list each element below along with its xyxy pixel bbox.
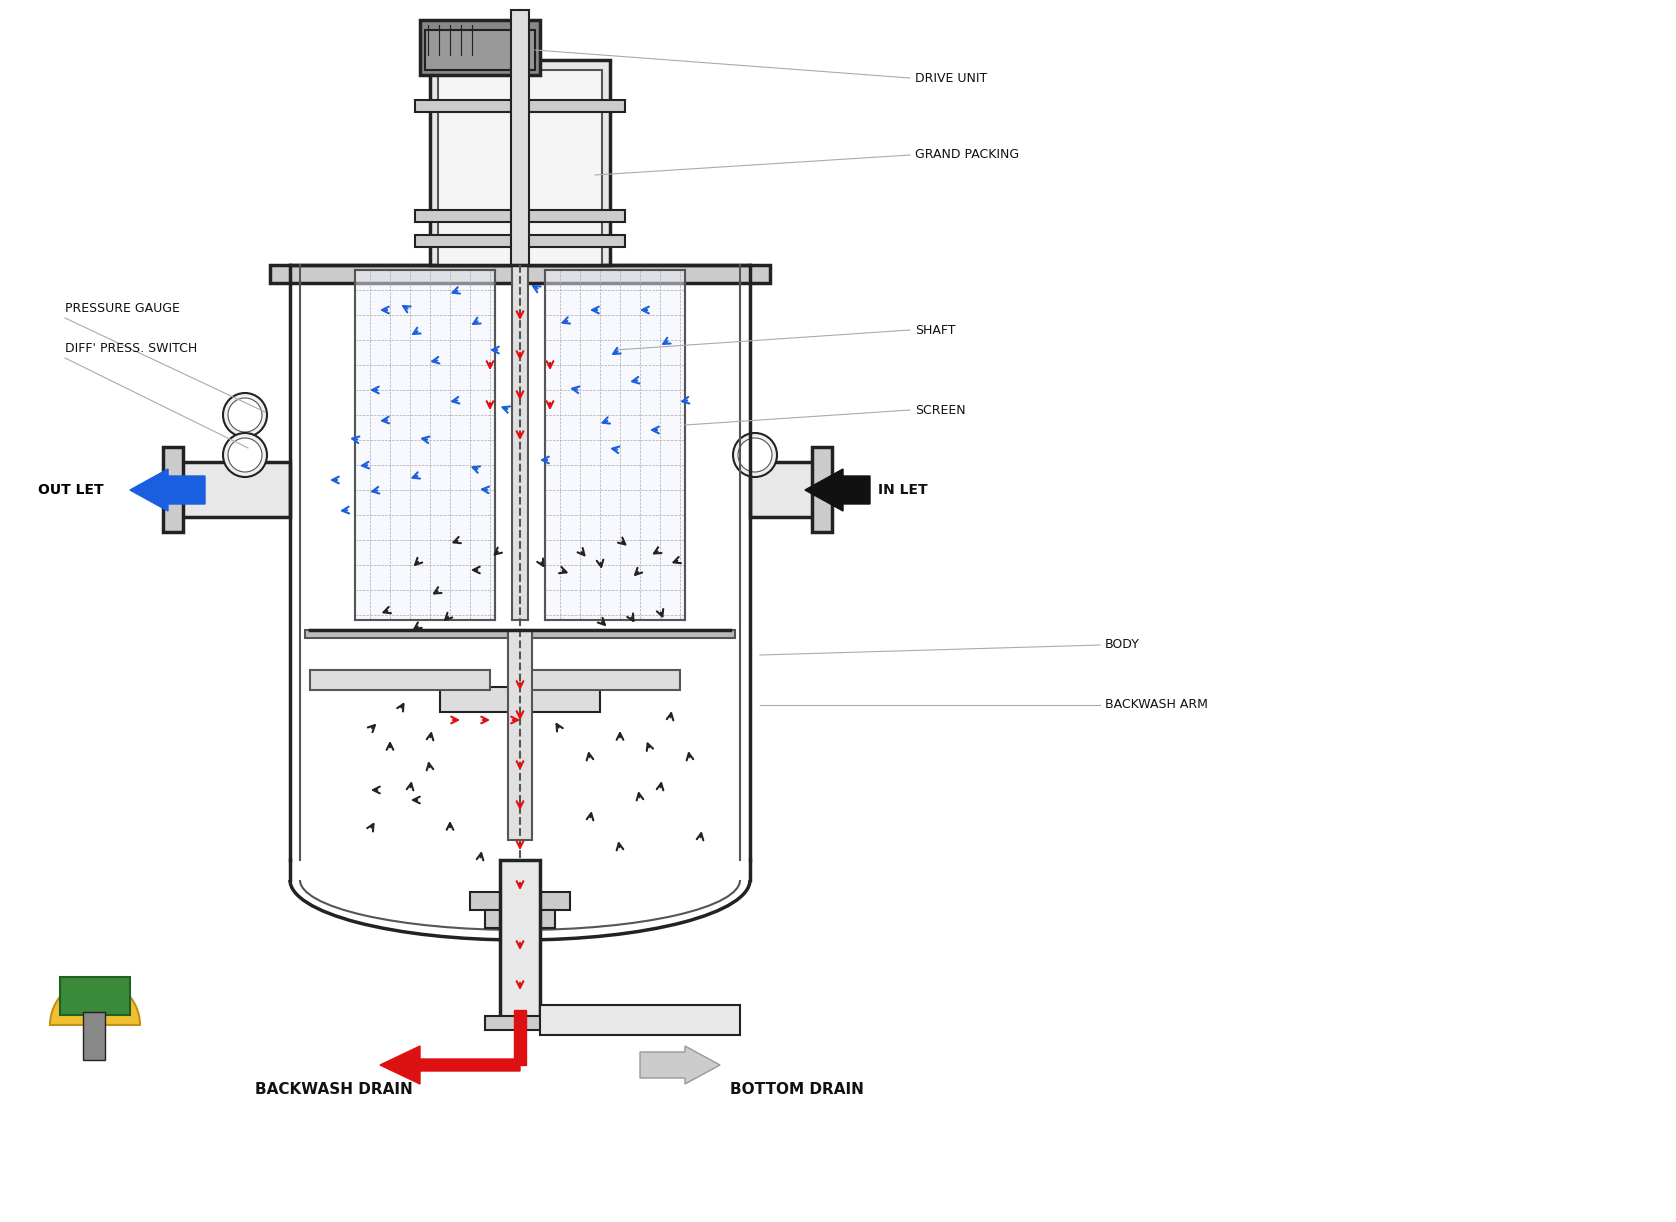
Text: BODY: BODY: [1104, 639, 1140, 651]
FancyArrow shape: [131, 469, 204, 511]
Circle shape: [223, 393, 266, 437]
Bar: [484, 1015, 555, 1030]
Bar: [530, 670, 680, 690]
FancyArrow shape: [640, 1046, 721, 1084]
Text: DIFF' PRESS. SWITCH: DIFF' PRESS. SWITCH: [65, 341, 198, 354]
Text: DRIVE UNIT: DRIVE UNIT: [915, 72, 987, 84]
Bar: [437, 70, 602, 265]
Bar: [469, 892, 570, 910]
Bar: [499, 860, 540, 1020]
Text: BACKWASH DRAIN: BACKWASH DRAIN: [255, 1083, 412, 1097]
Bar: [749, 462, 820, 517]
Bar: [511, 700, 528, 750]
Bar: [511, 265, 528, 620]
Circle shape: [732, 433, 778, 477]
Circle shape: [737, 437, 773, 472]
Bar: [540, 1004, 741, 1035]
Bar: [163, 447, 183, 532]
Bar: [811, 447, 831, 532]
Text: BACKWASH ARM: BACKWASH ARM: [1104, 699, 1208, 711]
Text: SCREEN: SCREEN: [915, 403, 965, 417]
Circle shape: [228, 437, 261, 472]
Text: SHAFT: SHAFT: [915, 324, 955, 336]
Bar: [60, 978, 131, 1015]
Circle shape: [228, 398, 261, 433]
Bar: [511, 10, 530, 265]
Bar: [355, 270, 494, 620]
Text: OUT LET: OUT LET: [39, 483, 104, 497]
Bar: [84, 1012, 106, 1059]
Bar: [310, 670, 489, 690]
Bar: [416, 100, 625, 112]
Bar: [416, 210, 625, 222]
Text: GRAND PACKING: GRAND PACKING: [915, 149, 1019, 161]
Text: IN LET: IN LET: [878, 483, 927, 497]
Bar: [270, 265, 769, 284]
FancyArrow shape: [515, 1011, 526, 1066]
Bar: [484, 910, 555, 927]
Bar: [426, 31, 535, 70]
FancyArrow shape: [804, 469, 870, 511]
Bar: [545, 270, 685, 620]
Text: BOTTOM DRAIN: BOTTOM DRAIN: [731, 1083, 863, 1097]
Bar: [305, 631, 736, 638]
Wedge shape: [50, 980, 141, 1025]
Bar: [421, 20, 540, 75]
Circle shape: [223, 433, 266, 477]
FancyArrow shape: [380, 1046, 520, 1084]
Bar: [508, 631, 531, 840]
Text: PRESSURE GAUGE: PRESSURE GAUGE: [65, 302, 179, 314]
Bar: [431, 60, 610, 265]
Bar: [174, 462, 290, 517]
Bar: [416, 235, 625, 247]
Bar: [441, 687, 600, 712]
